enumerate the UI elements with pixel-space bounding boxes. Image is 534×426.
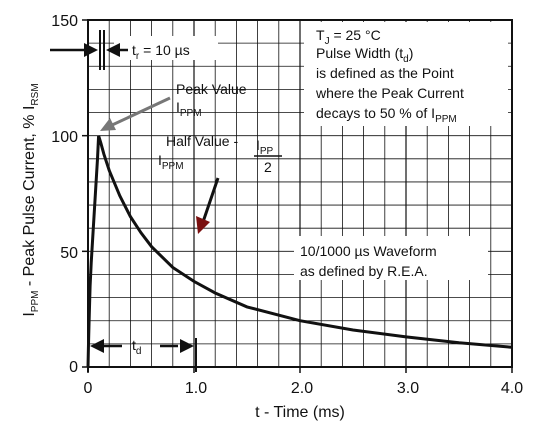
- decays-line-label: where the Peak Current: [315, 85, 464, 101]
- half-value-label: Half Value -: [166, 133, 238, 149]
- x-tick-labels: 0 1.0 2.0 3.0 4.0: [84, 380, 524, 397]
- td-arrow-right-head: [180, 339, 194, 353]
- half-arrow: [196, 178, 218, 234]
- y-axis-label: IPPM - Peak Pulse Current, % IRSM: [21, 83, 41, 316]
- waveform-label-2: as defined by R.E.A.: [300, 263, 428, 279]
- y-tick-label: 50: [60, 245, 78, 262]
- y-tick-label: 0: [69, 359, 78, 376]
- y-tick-label: 100: [51, 129, 78, 146]
- td-label: td: [132, 337, 141, 357]
- x-tick-label: 0: [84, 380, 93, 397]
- y-tick-label: 150: [51, 13, 78, 30]
- peak-arrow: [100, 98, 170, 131]
- x-tick-label: 1.0: [185, 380, 207, 397]
- x-tick-label: 2.0: [291, 380, 313, 397]
- ipp-denominator: 2: [264, 159, 272, 175]
- tr-arrow-left-head: [84, 43, 98, 57]
- td-arrow-left-head: [90, 339, 104, 353]
- ipp-numerator: IPP: [256, 137, 274, 157]
- waveform-label-1: 10/1000 µs Waveform: [300, 243, 437, 259]
- x-tick-label: 3.0: [397, 380, 419, 397]
- peak-value-label: Peak Value: [176, 81, 247, 97]
- y-tick-labels: 150 100 50 0: [51, 13, 78, 376]
- half-ippm-label: IPPM: [158, 152, 184, 172]
- tr-arrow-right-head: [106, 43, 120, 57]
- peak-ippm-label: IPPM: [176, 99, 202, 119]
- defined-label: is defined as the Point: [316, 65, 454, 81]
- x-axis-label: t - Time (ms): [255, 404, 345, 421]
- x-tick-label: 4.0: [501, 380, 523, 397]
